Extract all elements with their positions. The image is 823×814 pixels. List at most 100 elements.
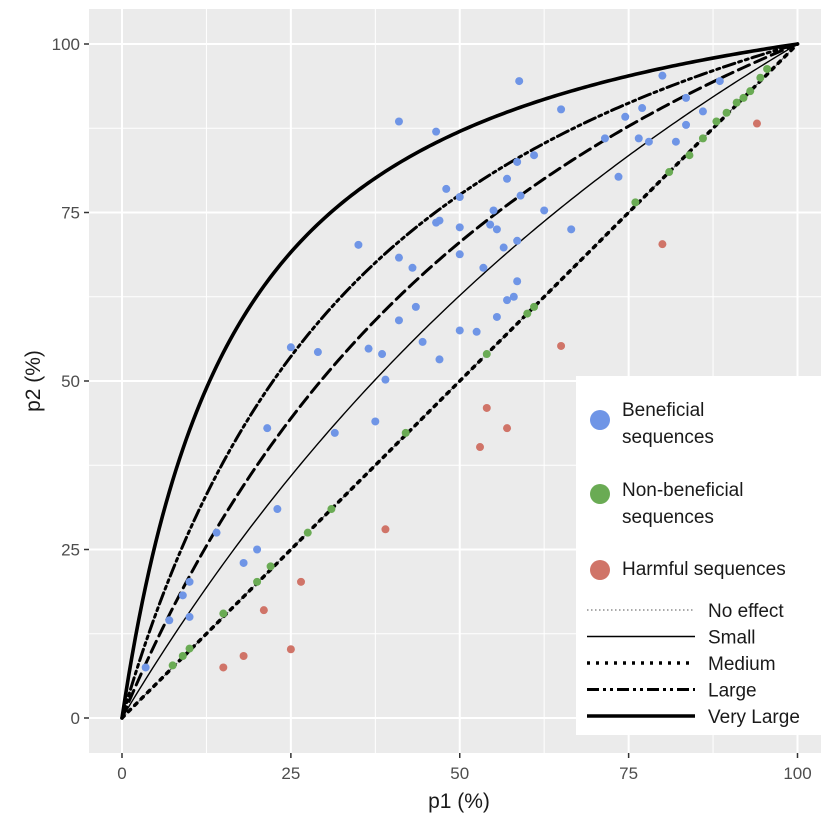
data-point	[381, 525, 390, 534]
y-axis-ticks: 0 25 50 75 100	[52, 35, 89, 728]
data-point	[472, 327, 481, 336]
data-point	[614, 172, 623, 181]
data-point	[503, 424, 512, 433]
data-point	[219, 609, 228, 618]
data-point	[756, 73, 765, 82]
legend-line-label: No effect	[708, 601, 784, 622]
data-point	[401, 428, 410, 437]
legend-line-label: Very Large	[708, 707, 800, 728]
data-point	[354, 240, 363, 249]
x-tick-label: 0	[117, 764, 126, 783]
data-point	[513, 157, 522, 166]
data-point	[482, 403, 491, 412]
x-axis-title: p1 (%)	[428, 790, 490, 813]
data-point	[219, 663, 228, 672]
y-tick-label: 50	[61, 372, 80, 391]
data-point	[178, 651, 187, 660]
series-harmful-sequences	[219, 119, 761, 672]
data-point	[418, 337, 427, 346]
x-tick-label: 25	[281, 764, 300, 783]
data-point	[499, 243, 508, 252]
data-point	[682, 120, 691, 129]
data-point	[739, 93, 748, 102]
data-point	[378, 350, 387, 359]
legend-line-label: Small	[708, 628, 756, 649]
data-point	[432, 127, 441, 136]
data-point	[698, 134, 707, 143]
data-point	[297, 577, 306, 586]
y-tick-label: 75	[61, 204, 80, 223]
data-point	[503, 174, 512, 183]
data-point	[435, 355, 444, 364]
y-tick-label: 0	[71, 709, 80, 728]
data-point	[492, 312, 501, 321]
data-point	[394, 316, 403, 325]
data-point	[698, 107, 707, 116]
data-point	[141, 663, 150, 672]
data-point	[212, 528, 221, 537]
data-point	[185, 612, 194, 621]
data-point	[239, 558, 248, 567]
curve-small	[121, 43, 799, 719]
data-point	[266, 562, 275, 571]
data-point	[621, 112, 630, 121]
data-point	[516, 191, 525, 200]
data-point	[394, 253, 403, 262]
series-non-beneficial-sequences	[168, 64, 772, 670]
data-point	[286, 645, 295, 654]
data-point	[763, 64, 772, 73]
x-tick-label: 100	[783, 764, 811, 783]
data-point	[722, 108, 731, 117]
data-point	[513, 277, 522, 286]
data-point	[503, 296, 512, 305]
legend-line-label: Medium	[708, 654, 776, 675]
data-point	[665, 168, 674, 177]
data-point	[168, 661, 177, 670]
data-point	[540, 206, 549, 215]
data-point	[523, 309, 532, 318]
data-point	[330, 428, 339, 437]
y-axis-title: p2 (%)	[22, 350, 45, 412]
data-point	[263, 424, 272, 433]
data-point	[482, 350, 491, 359]
legend-line-entries: No effect Small Medium Large Very Large	[587, 601, 800, 728]
data-point	[185, 644, 194, 653]
legend-label: Non-beneficial	[622, 480, 743, 501]
data-point	[455, 250, 464, 259]
data-point	[286, 343, 295, 352]
x-tick-label: 75	[619, 764, 638, 783]
data-point	[371, 417, 380, 426]
data-point	[455, 326, 464, 335]
data-point	[273, 505, 282, 514]
legend-background	[576, 376, 821, 735]
data-point	[479, 263, 488, 272]
data-point	[557, 341, 566, 350]
legend-label: Harmful sequences	[622, 559, 786, 580]
data-point	[658, 240, 667, 249]
data-point	[435, 216, 444, 225]
data-point	[455, 223, 464, 232]
legend: Beneficial sequences Non-beneficial sequenc…	[576, 376, 821, 735]
data-points	[141, 64, 772, 672]
data-point	[631, 198, 640, 207]
data-point	[712, 117, 721, 126]
data-point	[658, 71, 667, 80]
legend-key-harmful-sequences	[590, 560, 610, 580]
data-point	[165, 616, 174, 625]
data-point	[752, 119, 761, 128]
data-point	[600, 134, 609, 143]
data-point	[671, 137, 680, 146]
data-point	[411, 302, 420, 311]
legend-line-label: Large	[708, 681, 757, 702]
data-point	[442, 184, 451, 193]
data-point	[253, 545, 262, 554]
data-point	[685, 151, 694, 160]
series-beneficial-sequences	[141, 71, 724, 672]
data-point	[364, 344, 373, 353]
data-point	[557, 105, 566, 114]
data-point	[486, 220, 495, 229]
data-point	[530, 302, 539, 311]
data-point	[408, 263, 417, 272]
data-point	[259, 606, 268, 615]
